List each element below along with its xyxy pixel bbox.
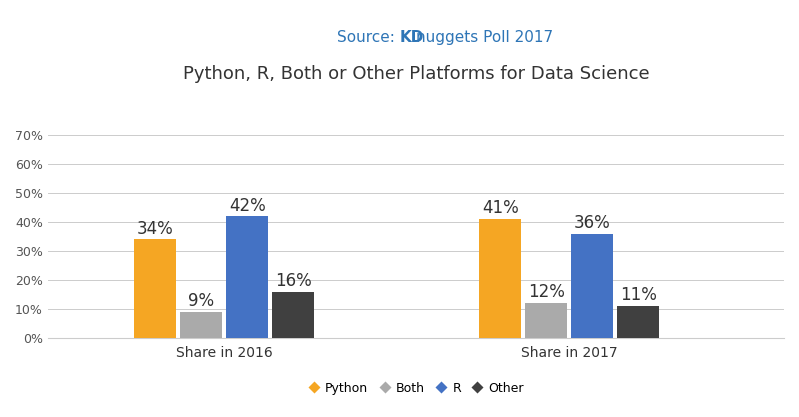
Text: 9%: 9%	[188, 292, 214, 310]
Text: 36%: 36%	[574, 214, 610, 232]
Text: 12%: 12%	[528, 284, 565, 301]
Text: 11%: 11%	[620, 286, 657, 304]
Text: 16%: 16%	[275, 272, 312, 290]
Bar	[226, 216, 268, 338]
Bar	[272, 291, 314, 338]
Text: Source:: Source:	[336, 30, 400, 45]
Bar	[180, 312, 222, 338]
Text: 34%: 34%	[137, 220, 173, 238]
Bar	[525, 303, 567, 338]
Title: Python, R, Both or Other Platforms for Data Science: Python, R, Both or Other Platforms for D…	[183, 65, 650, 83]
Bar	[617, 306, 659, 338]
Bar	[134, 239, 177, 338]
Bar	[479, 219, 522, 338]
Text: 42%: 42%	[229, 196, 265, 215]
Legend: Python, Both, R, Other: Python, Both, R, Other	[303, 377, 529, 400]
Text: nuggets Poll 2017: nuggets Poll 2017	[416, 30, 554, 45]
Text: KD: KD	[400, 30, 424, 45]
Bar	[571, 234, 614, 338]
Text: 41%: 41%	[482, 199, 519, 217]
